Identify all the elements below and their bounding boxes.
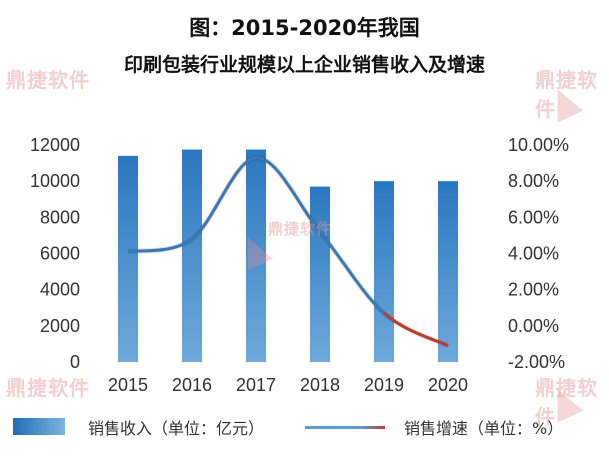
x-tick-label: 2018: [300, 375, 340, 395]
x-tick-label: 2020: [428, 375, 468, 395]
watermark-logo: 鼎捷软件: [6, 376, 90, 400]
growth-line-tail: [383, 312, 449, 348]
watermark-logo: 鼎捷软件: [535, 376, 598, 429]
y-right-tick-label: 0.00%: [508, 316, 559, 336]
y-left-tick-label: 12000: [30, 135, 80, 155]
x-tick-label: 2019: [364, 375, 404, 395]
y-left-tick-label: 0: [70, 352, 80, 372]
bar-2015: [118, 155, 138, 362]
watermark-logo: 鼎捷软件: [268, 220, 333, 238]
y-left-tick-label: 4000: [40, 280, 80, 300]
watermark-logo: 鼎捷软件: [535, 68, 598, 121]
bar-2019: [374, 181, 394, 362]
bar-2017: [246, 149, 266, 362]
bar-2016: [182, 149, 202, 362]
y-left-tick-label: 6000: [40, 244, 80, 264]
legend-line-swatch: [305, 426, 385, 429]
y-right-tick-label: 6.00%: [508, 207, 559, 227]
chart-title-line1: 图：2015-2020年我国: [189, 16, 420, 40]
x-tick-label: 2017: [236, 375, 276, 395]
chart-title-line2: 印刷包装行业规模以上企业销售收入及增速: [123, 54, 485, 76]
legend-label-revenue: 销售收入（单位：亿元）: [88, 419, 265, 438]
y-right-tick-label: 4.00%: [508, 244, 559, 264]
legend-label-growth: 销售增速（单位：%）: [404, 419, 564, 438]
y-left-tick-label: 8000: [40, 207, 80, 227]
legend-bar-swatch: [13, 418, 65, 435]
y-right-tick-label: 2.00%: [508, 280, 559, 300]
bar-2020: [438, 181, 458, 362]
y-left-tick-label: 10000: [30, 171, 80, 191]
y-right-tick-label: 8.00%: [508, 171, 559, 191]
watermark-logo: 鼎捷软件: [6, 68, 90, 92]
bar-2018: [310, 186, 330, 362]
growth-line: [127, 156, 385, 315]
y-left-tick-label: 2000: [40, 316, 80, 336]
x-tick-label: 2015: [108, 375, 148, 395]
y-right-tick-label: -2.00%: [508, 352, 565, 372]
x-tick-label: 2016: [172, 375, 212, 395]
chart-legend: 销售收入（单位：亿元） 销售增速（单位：%）: [0, 412, 609, 442]
y-right-tick-label: 10.00%: [508, 135, 569, 155]
